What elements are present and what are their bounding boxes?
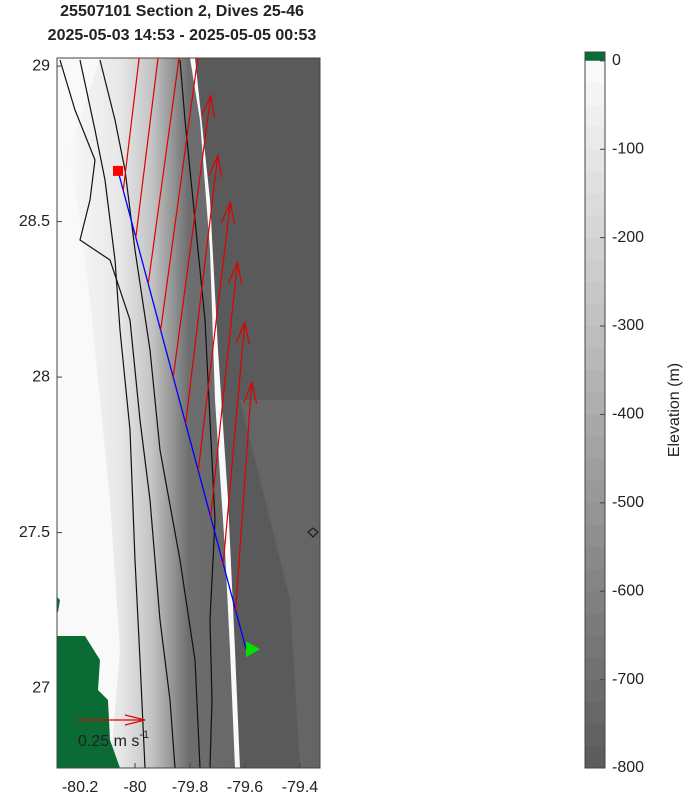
- colorbar-frame: [584, 51, 606, 769]
- colorbar-step: [585, 392, 605, 415]
- colorbar-tick-label: -300: [612, 317, 644, 334]
- colorbar-step: [585, 237, 605, 261]
- x-tick-label: -80: [123, 779, 146, 796]
- current-arrow: [185, 153, 223, 424]
- end-marker: [246, 641, 261, 658]
- current-arrow: [160, 58, 199, 331]
- colorbar-step: [585, 303, 605, 327]
- colorbar-tick-label: -200: [612, 229, 644, 246]
- start-marker: [113, 165, 124, 176]
- colorbar-step: [585, 502, 605, 526]
- x-tick-label: -80.2: [62, 779, 99, 796]
- current-arrow: [147, 58, 180, 284]
- y-tick-label: 27: [32, 679, 50, 696]
- x-tick-label: -79.6: [227, 779, 264, 796]
- colorbar-step: [585, 436, 605, 460]
- x-tick-label: -79.8: [172, 779, 209, 796]
- y-tick-label: 29: [32, 57, 50, 74]
- current-arrow: [222, 320, 250, 564]
- colorbar-label: Elevation (m): [666, 363, 683, 457]
- current-arrow: [197, 200, 235, 471]
- colorbar-step: [585, 348, 605, 371]
- colorbar-step: [585, 701, 605, 725]
- plot-frame: [56, 57, 321, 769]
- colorbar-step: [585, 171, 605, 194]
- colorbar-tick-label: -400: [612, 406, 644, 423]
- colorbar-tick-label: -600: [612, 582, 644, 599]
- colorbar-step: [585, 259, 605, 283]
- current-arrow: [172, 93, 216, 378]
- colorbar-step: [585, 149, 605, 172]
- colorbar-step: [585, 745, 605, 769]
- colorbar-step: [585, 458, 605, 482]
- current-arrow: [210, 260, 243, 518]
- colorbar-tick-label: 0: [612, 52, 621, 69]
- colorbar-step: [585, 657, 605, 681]
- colorbar-step: [585, 193, 605, 217]
- glider-track: [117, 170, 247, 650]
- colorbar-step: [585, 414, 605, 438]
- colorbar-step: [585, 326, 605, 349]
- y-tick-label: 28: [32, 368, 50, 385]
- colorbar-tick-label: -800: [612, 759, 644, 776]
- colorbar-step: [585, 60, 605, 84]
- colorbar-step: [585, 480, 605, 504]
- colorbar-tick-label: -100: [612, 140, 644, 157]
- colorbar-step: [585, 215, 605, 239]
- chart-subtitle: 2025-05-03 14:53 - 2025-05-05 00:53: [48, 27, 317, 44]
- colorbar-land: [585, 52, 605, 61]
- y-tick-label: 27.5: [19, 524, 50, 541]
- chart-title: 25507101 Section 2, Dives 25-46: [60, 3, 304, 20]
- colorbar-tick-label: -700: [612, 671, 644, 688]
- scale-label-exponent: -1: [139, 729, 149, 741]
- colorbar-step: [585, 370, 605, 393]
- colorbar-step: [585, 635, 605, 659]
- colorbar-step: [585, 281, 605, 305]
- overlay: [113, 58, 261, 658]
- colorbar-step: [585, 547, 605, 570]
- colorbar-step: [585, 127, 605, 150]
- y-tick-label: 28.5: [19, 213, 50, 230]
- current-arrow: [235, 380, 258, 611]
- colorbar-step: [585, 524, 605, 548]
- x-tick-label: -79.4: [282, 779, 319, 796]
- colorbar-step: [585, 82, 605, 106]
- colorbar-step: [585, 105, 605, 128]
- colorbar-step: [585, 591, 605, 614]
- bathymetry: [57, 58, 320, 768]
- current-arrow: [122, 58, 140, 191]
- scale-label-text: 0.25 m s: [78, 733, 139, 750]
- colorbar-tick-label: -500: [612, 494, 644, 511]
- colorbar-step: [585, 613, 605, 636]
- scale-label: 0.25 m s-1: [78, 729, 149, 750]
- colorbar-step: [585, 679, 605, 703]
- colorbar-step: [585, 723, 605, 747]
- current-arrow: [135, 58, 159, 238]
- scale-arrow: [78, 714, 146, 726]
- colorbar-step: [585, 569, 605, 592]
